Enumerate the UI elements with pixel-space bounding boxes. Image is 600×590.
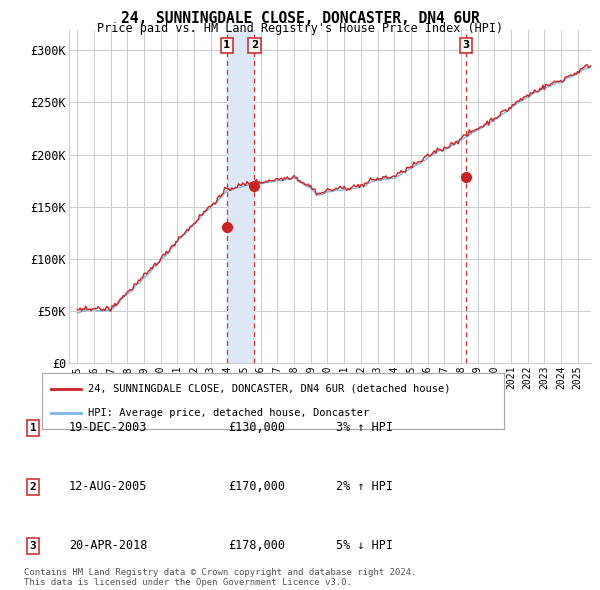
Text: 24, SUNNINGDALE CLOSE, DONCASTER, DN4 6UR: 24, SUNNINGDALE CLOSE, DONCASTER, DN4 6U… <box>121 11 479 25</box>
Text: Contains HM Land Registry data © Crown copyright and database right 2024.: Contains HM Land Registry data © Crown c… <box>24 568 416 577</box>
Text: 3% ↑ HPI: 3% ↑ HPI <box>336 421 393 434</box>
Text: This data is licensed under the Open Government Licence v3.0.: This data is licensed under the Open Gov… <box>24 578 352 587</box>
Text: 1: 1 <box>29 423 37 432</box>
Text: £178,000: £178,000 <box>228 539 285 552</box>
Text: 19-DEC-2003: 19-DEC-2003 <box>69 421 148 434</box>
Text: 24, SUNNINGDALE CLOSE, DONCASTER, DN4 6UR (detached house): 24, SUNNINGDALE CLOSE, DONCASTER, DN4 6U… <box>88 384 451 394</box>
Text: 3: 3 <box>462 40 470 50</box>
Text: 12-AUG-2005: 12-AUG-2005 <box>69 480 148 493</box>
Text: 5% ↓ HPI: 5% ↓ HPI <box>336 539 393 552</box>
Text: HPI: Average price, detached house, Doncaster: HPI: Average price, detached house, Donc… <box>88 408 370 418</box>
Text: £130,000: £130,000 <box>228 421 285 434</box>
Text: 3: 3 <box>29 541 37 550</box>
Text: 2: 2 <box>29 482 37 491</box>
Text: 2% ↑ HPI: 2% ↑ HPI <box>336 480 393 493</box>
Text: Price paid vs. HM Land Registry's House Price Index (HPI): Price paid vs. HM Land Registry's House … <box>97 22 503 35</box>
Text: £170,000: £170,000 <box>228 480 285 493</box>
Text: 20-APR-2018: 20-APR-2018 <box>69 539 148 552</box>
Text: 1: 1 <box>223 40 230 50</box>
Text: 2: 2 <box>251 40 258 50</box>
Bar <box>227 30 254 363</box>
